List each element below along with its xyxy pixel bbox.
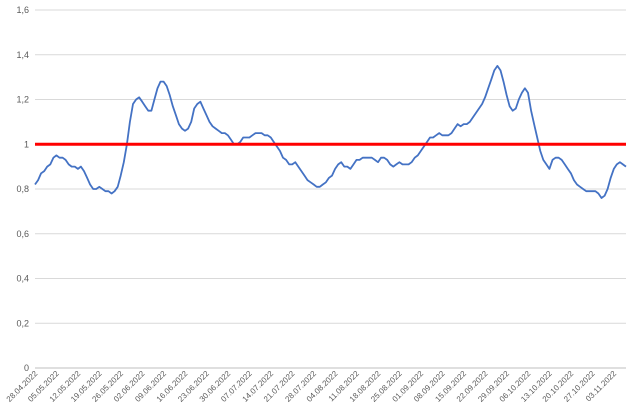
- gridlines: [35, 9, 626, 369]
- y-tick-label: 0,2: [16, 318, 29, 328]
- y-tick-label: 0,4: [16, 274, 29, 284]
- y-tick-label: 0: [24, 363, 29, 373]
- y-tick-label: 0,6: [16, 229, 29, 239]
- y-tick-label: 0,8: [16, 184, 29, 194]
- y-tick-label: 1,4: [16, 50, 29, 60]
- y-tick-label: 1: [24, 139, 29, 149]
- series-layer: [34, 65, 627, 199]
- y-tick-label: 1,2: [16, 95, 29, 105]
- x-axis-ticks: 28.04.202205.05.202212.05.202219.05.2022…: [5, 369, 619, 404]
- y-tick-label: 1,6: [16, 5, 29, 15]
- series-line: [34, 65, 627, 199]
- y-axis-ticks: 0 0,2 0,4 0,6 0,8 1 1,2 1,4 1,6: [16, 5, 29, 373]
